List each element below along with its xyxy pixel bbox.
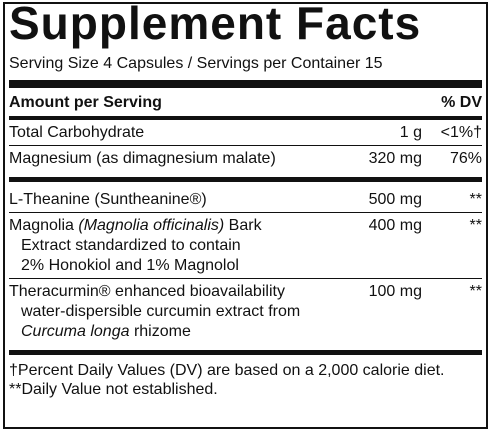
text-segment: L-Theanine (Suntheanine®) xyxy=(9,191,207,208)
nutrient-name: L-Theanine (Suntheanine®) xyxy=(9,190,322,210)
header-row: Amount per Serving % DV xyxy=(9,88,482,120)
serving-info: Serving Size 4 Capsules / Servings per C… xyxy=(9,54,482,88)
daily-value: ** xyxy=(469,191,482,208)
footnote: **Daily Value not established. xyxy=(9,381,218,398)
name-detail: 2% Honokiol and 1% Magnolol xyxy=(9,256,322,276)
daily-value: <1%† xyxy=(440,124,482,141)
nutrient-row: Magnesium (as dimagnesium malate) 320 mg 7… xyxy=(9,146,482,182)
name-line: Magnolia (Magnolia officinalis) Bark xyxy=(9,216,322,236)
title: Supplement Facts xyxy=(9,0,422,49)
text-segment: 2% Honokiol and 1% Magnolol xyxy=(21,257,239,274)
nutrient-row: L-Theanine (Suntheanine®) 500 mg ** xyxy=(9,182,482,213)
name-detail: Curcuma longa rhizome xyxy=(9,322,322,342)
text-segment: Total Carbohydrate xyxy=(9,124,145,141)
daily-value: ** xyxy=(469,217,482,234)
text-segment: Bark xyxy=(224,217,262,234)
amount: 400 mg xyxy=(368,217,422,234)
supplement-facts-label: Supplement Facts Serving Size 4 Capsules… xyxy=(3,0,488,429)
nutrient-name: Magnolia (Magnolia officinalis) Bark Extr… xyxy=(9,216,322,276)
text-segment: water-dispersible curcumin extract from xyxy=(21,303,301,320)
daily-value: 76% xyxy=(449,150,482,167)
amount-header: Amount per Serving xyxy=(9,94,162,111)
nutrient-rows: Total Carbohydrate 1 g <1%† Magnesium (as d… xyxy=(9,120,482,355)
name-line: Total Carbohydrate xyxy=(9,123,322,143)
daily-value: ** xyxy=(469,283,482,300)
amount: 500 mg xyxy=(368,191,422,208)
name-line: L-Theanine (Suntheanine®) xyxy=(9,190,322,210)
amount: 320 mg xyxy=(368,150,422,167)
name-detail: Extract standardized to contain xyxy=(9,236,322,256)
text-segment: Curcuma longa xyxy=(21,323,130,340)
text-segment: Theracurmin® enhanced bioavailability xyxy=(9,283,285,300)
footnotes: †Percent Daily Values (DV) are based on … xyxy=(9,355,482,399)
dv-header: % DV xyxy=(441,94,482,111)
nutrient-row: Total Carbohydrate 1 g <1%† xyxy=(9,120,482,146)
name-line: Magnesium (as dimagnesium malate) xyxy=(9,149,322,169)
amount: 1 g xyxy=(399,124,422,141)
text-segment: Magnesium (as dimagnesium malate) xyxy=(9,150,276,167)
nutrient-row: Theracurmin® enhanced bioavailability wat… xyxy=(9,279,482,355)
footnote: †Percent Daily Values (DV) are based on … xyxy=(9,362,445,379)
text-segment: Magnolia xyxy=(9,217,79,234)
nutrient-name: Total Carbohydrate xyxy=(9,123,322,143)
nutrient-name: Magnesium (as dimagnesium malate) xyxy=(9,149,322,169)
text-segment: rhizome xyxy=(129,323,191,340)
amount: 100 mg xyxy=(368,283,422,300)
name-line: Theracurmin® enhanced bioavailability xyxy=(9,282,322,302)
nutrient-row: Magnolia (Magnolia officinalis) Bark Extr… xyxy=(9,213,482,279)
text-segment: Extract standardized to contain xyxy=(21,237,241,254)
name-detail: water-dispersible curcumin extract from xyxy=(9,302,322,322)
text-segment: (Magnolia officinalis) xyxy=(78,217,225,234)
nutrient-name: Theracurmin® enhanced bioavailability wat… xyxy=(9,282,322,342)
